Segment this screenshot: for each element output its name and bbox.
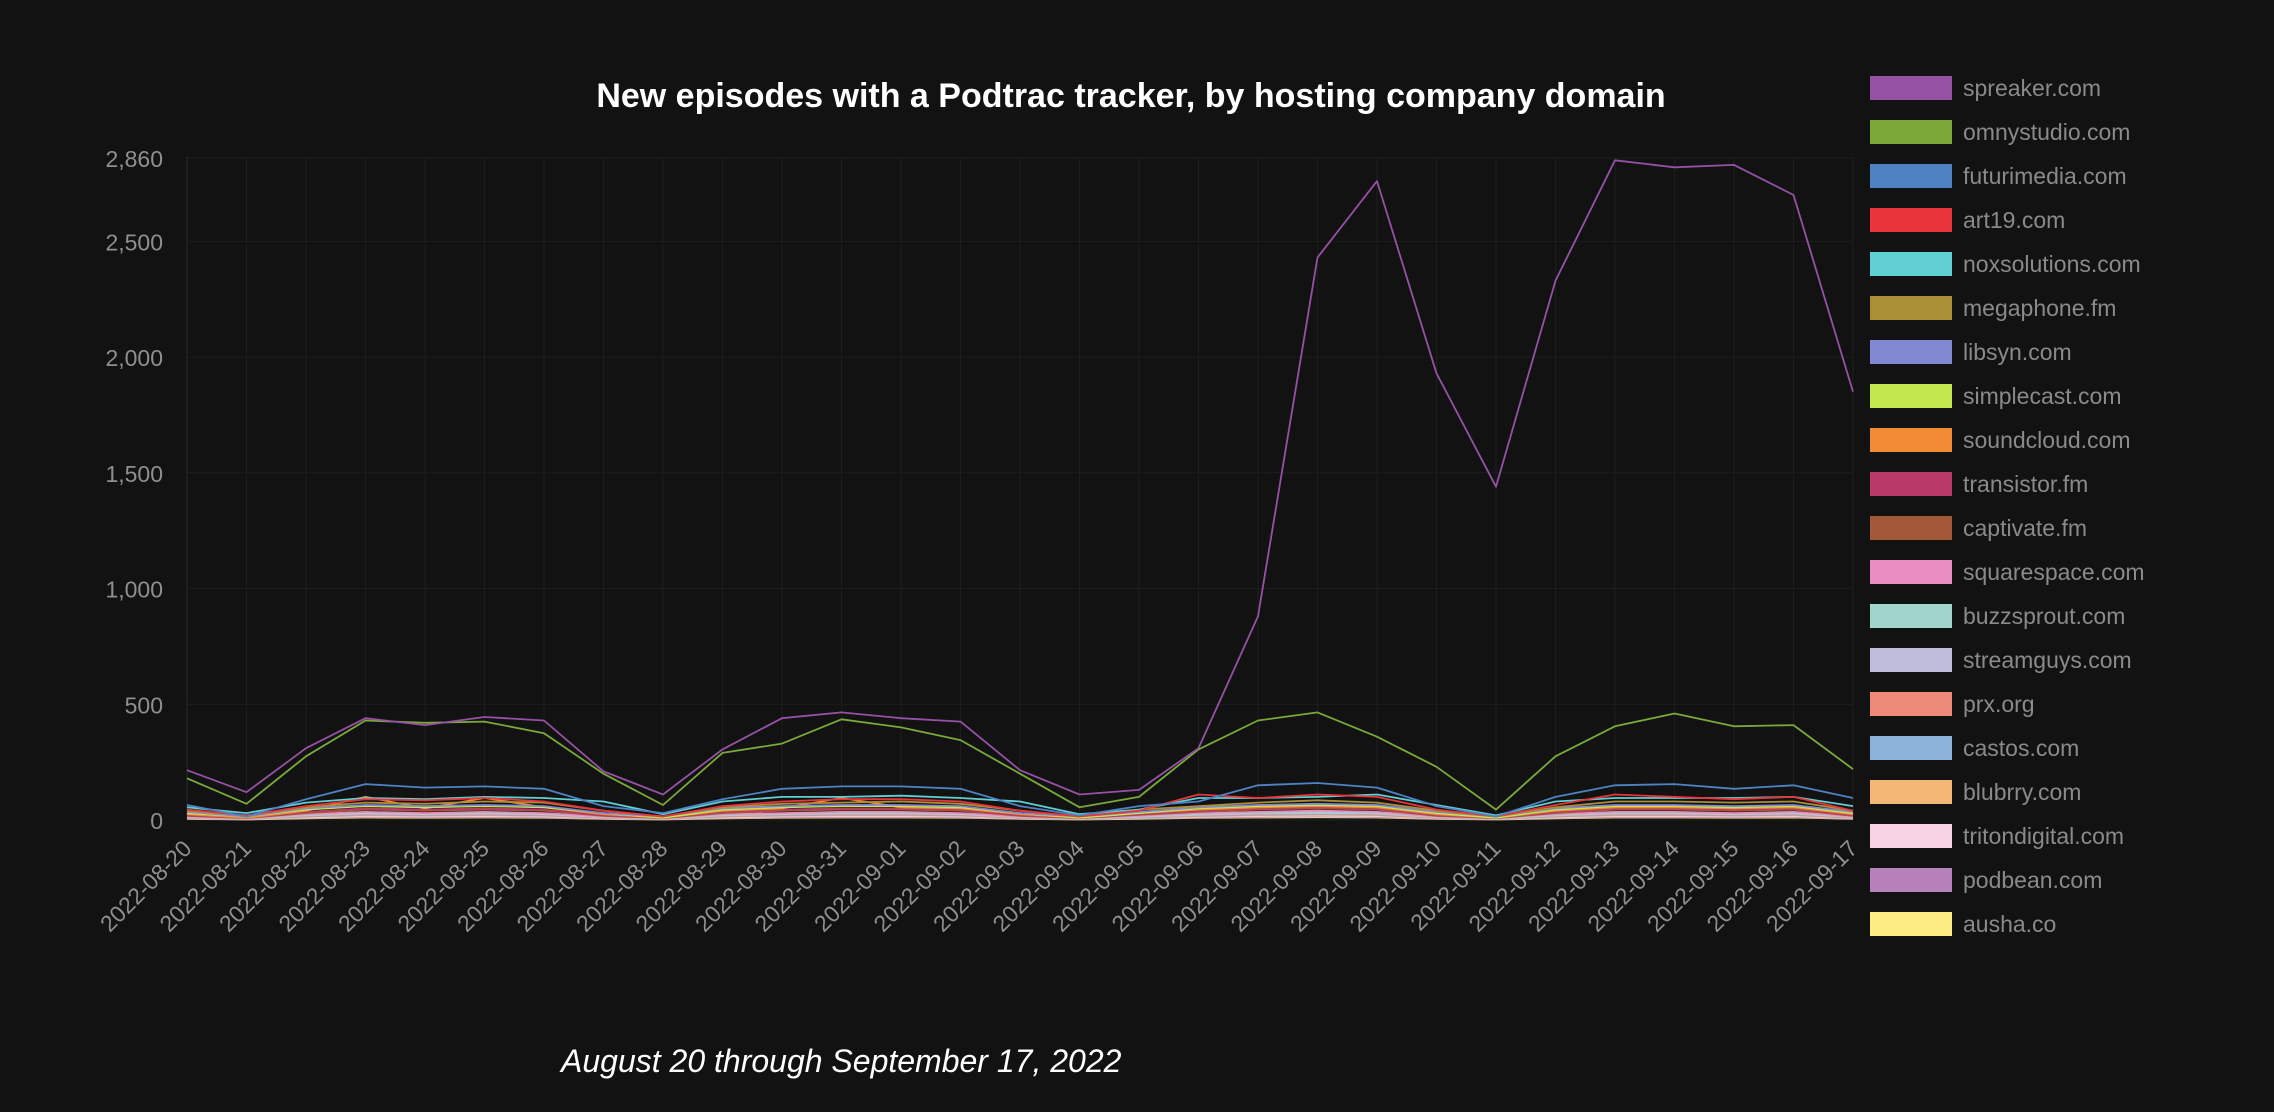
legend-swatch[interactable] — [1870, 384, 1952, 408]
legend-swatch[interactable] — [1870, 340, 1952, 364]
series-line-spreaker-com — [186, 159, 1854, 796]
plot-area — [186, 159, 1854, 821]
chart-title: New episodes with a Podtrac tracker, by … — [596, 77, 1665, 115]
legend-swatch[interactable] — [1870, 912, 1952, 936]
legend-label[interactable]: simplecast.com — [1963, 383, 2121, 409]
legend-swatch[interactable] — [1870, 604, 1952, 628]
legend-label[interactable]: podbean.com — [1963, 867, 2102, 893]
legend-label[interactable]: omnystudio.com — [1963, 119, 2130, 145]
series-line-omnystudio-com — [186, 711, 1854, 811]
legend-swatch[interactable] — [1870, 164, 1952, 188]
legend-swatch[interactable] — [1870, 428, 1952, 452]
legend-label[interactable]: streamguys.com — [1963, 647, 2132, 673]
legend-swatch[interactable] — [1870, 516, 1952, 540]
legend-label[interactable]: transistor.fm — [1963, 471, 2088, 497]
legend-swatch[interactable] — [1870, 824, 1952, 848]
legend-label[interactable]: noxsolutions.com — [1963, 251, 2141, 277]
legend-swatch[interactable] — [1870, 472, 1952, 496]
legend-label[interactable]: squarespace.com — [1963, 559, 2145, 585]
legend-swatch[interactable] — [1870, 868, 1952, 892]
legend-label[interactable]: soundcloud.com — [1963, 427, 2131, 453]
legend-label[interactable]: buzzsprout.com — [1963, 603, 2125, 629]
series-line-noxsolutions-com — [186, 793, 1854, 817]
legend-label[interactable]: prx.org — [1963, 691, 2035, 717]
legend-swatch[interactable] — [1870, 252, 1952, 276]
legend-swatch[interactable] — [1870, 208, 1952, 232]
legend-swatch[interactable] — [1870, 120, 1952, 144]
series-line-futurimedia-com — [186, 782, 1854, 818]
chart-subtitle: August 20 through September 17, 2022 — [559, 1043, 1122, 1079]
legend-label[interactable]: castos.com — [1963, 735, 2079, 761]
y-tick-label: 2,500 — [105, 229, 163, 255]
legend[interactable]: spreaker.com omnystudio.com futurimedia.co… — [1870, 75, 2145, 937]
y-tick-label: 2,000 — [105, 345, 163, 371]
y-tick-label: 0 — [150, 808, 163, 834]
series-line-transistor-fm — [186, 806, 1854, 819]
legend-label[interactable]: futurimedia.com — [1963, 163, 2127, 189]
legend-swatch[interactable] — [1870, 560, 1952, 584]
legend-swatch[interactable] — [1870, 780, 1952, 804]
legend-swatch[interactable] — [1870, 296, 1952, 320]
legend-label[interactable]: art19.com — [1963, 207, 2065, 233]
legend-label[interactable]: libsyn.com — [1963, 339, 2072, 365]
series-line-art19-com — [186, 793, 1854, 818]
legend-label[interactable]: blubrry.com — [1963, 779, 2081, 805]
legend-label[interactable]: tritondigital.com — [1963, 823, 2124, 849]
y-tick-label: 1,000 — [105, 577, 163, 603]
legend-label[interactable]: megaphone.fm — [1963, 295, 2116, 321]
y-tick-label: 1,500 — [105, 461, 163, 487]
legend-label[interactable]: ausha.co — [1963, 911, 2056, 937]
series-line-libsyn-com — [186, 802, 1854, 818]
legend-label[interactable]: captivate.fm — [1963, 515, 2087, 541]
legend-swatch[interactable] — [1870, 692, 1952, 716]
y-tick-label: 2,860 — [105, 146, 163, 172]
legend-label[interactable]: spreaker.com — [1963, 75, 2101, 101]
legend-swatch[interactable] — [1870, 736, 1952, 760]
legend-swatch[interactable] — [1870, 76, 1952, 100]
legend-swatch[interactable] — [1870, 648, 1952, 672]
y-tick-label: 500 — [125, 692, 163, 718]
